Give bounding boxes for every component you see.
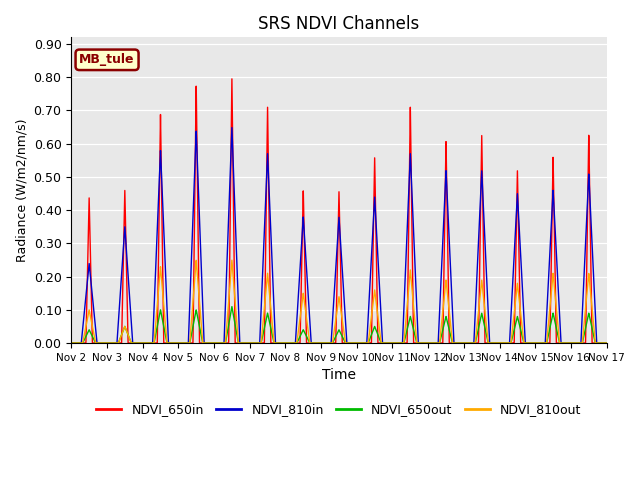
NDVI_810in — [67, 340, 75, 346]
Title: SRS NDVI Channels: SRS NDVI Channels — [259, 15, 420, 33]
X-axis label: Time: Time — [322, 368, 356, 382]
NDVI_650in — [261, 281, 269, 287]
NDVI_810in — [94, 340, 102, 346]
NDVI_650in — [67, 340, 75, 346]
NDVI_650in — [603, 340, 611, 346]
NDVI_810in — [261, 209, 269, 215]
NDVI_810in — [493, 340, 500, 346]
NDVI_650out — [408, 318, 415, 324]
NDVI_650in — [465, 340, 472, 346]
NDVI_810out — [603, 340, 611, 346]
NDVI_810in — [384, 340, 392, 346]
NDVI_810in — [465, 340, 472, 346]
NDVI_650out — [94, 340, 102, 346]
NDVI_810out — [465, 340, 472, 346]
NDVI_650out — [228, 304, 236, 310]
NDVI_810in — [408, 178, 415, 184]
Line: NDVI_650out: NDVI_650out — [71, 307, 607, 343]
NDVI_810in — [228, 125, 236, 131]
Line: NDVI_810in: NDVI_810in — [71, 128, 607, 343]
Y-axis label: Radiance (W/m2/nm/s): Radiance (W/m2/nm/s) — [15, 119, 28, 262]
Text: MB_tule: MB_tule — [79, 53, 135, 66]
Line: NDVI_810out: NDVI_810out — [71, 260, 607, 343]
NDVI_650in — [228, 76, 236, 82]
NDVI_650in — [94, 340, 102, 346]
NDVI_810out — [94, 340, 102, 346]
NDVI_810out — [408, 280, 415, 286]
NDVI_650in — [384, 340, 392, 346]
NDVI_810out — [261, 297, 269, 302]
Line: NDVI_650in: NDVI_650in — [71, 79, 607, 343]
NDVI_810in — [603, 340, 611, 346]
Legend: NDVI_650in, NDVI_810in, NDVI_650out, NDVI_810out: NDVI_650in, NDVI_810in, NDVI_650out, NDV… — [92, 398, 586, 421]
NDVI_650out — [493, 340, 500, 346]
NDVI_650out — [67, 340, 75, 346]
NDVI_810out — [384, 340, 392, 346]
NDVI_650in — [408, 188, 415, 193]
NDVI_650in — [493, 340, 500, 346]
NDVI_650out — [603, 340, 611, 346]
NDVI_650out — [261, 322, 269, 327]
NDVI_810out — [228, 257, 236, 263]
NDVI_650out — [384, 340, 392, 346]
NDVI_810out — [493, 340, 500, 346]
NDVI_810out — [67, 340, 75, 346]
NDVI_650out — [465, 340, 472, 346]
